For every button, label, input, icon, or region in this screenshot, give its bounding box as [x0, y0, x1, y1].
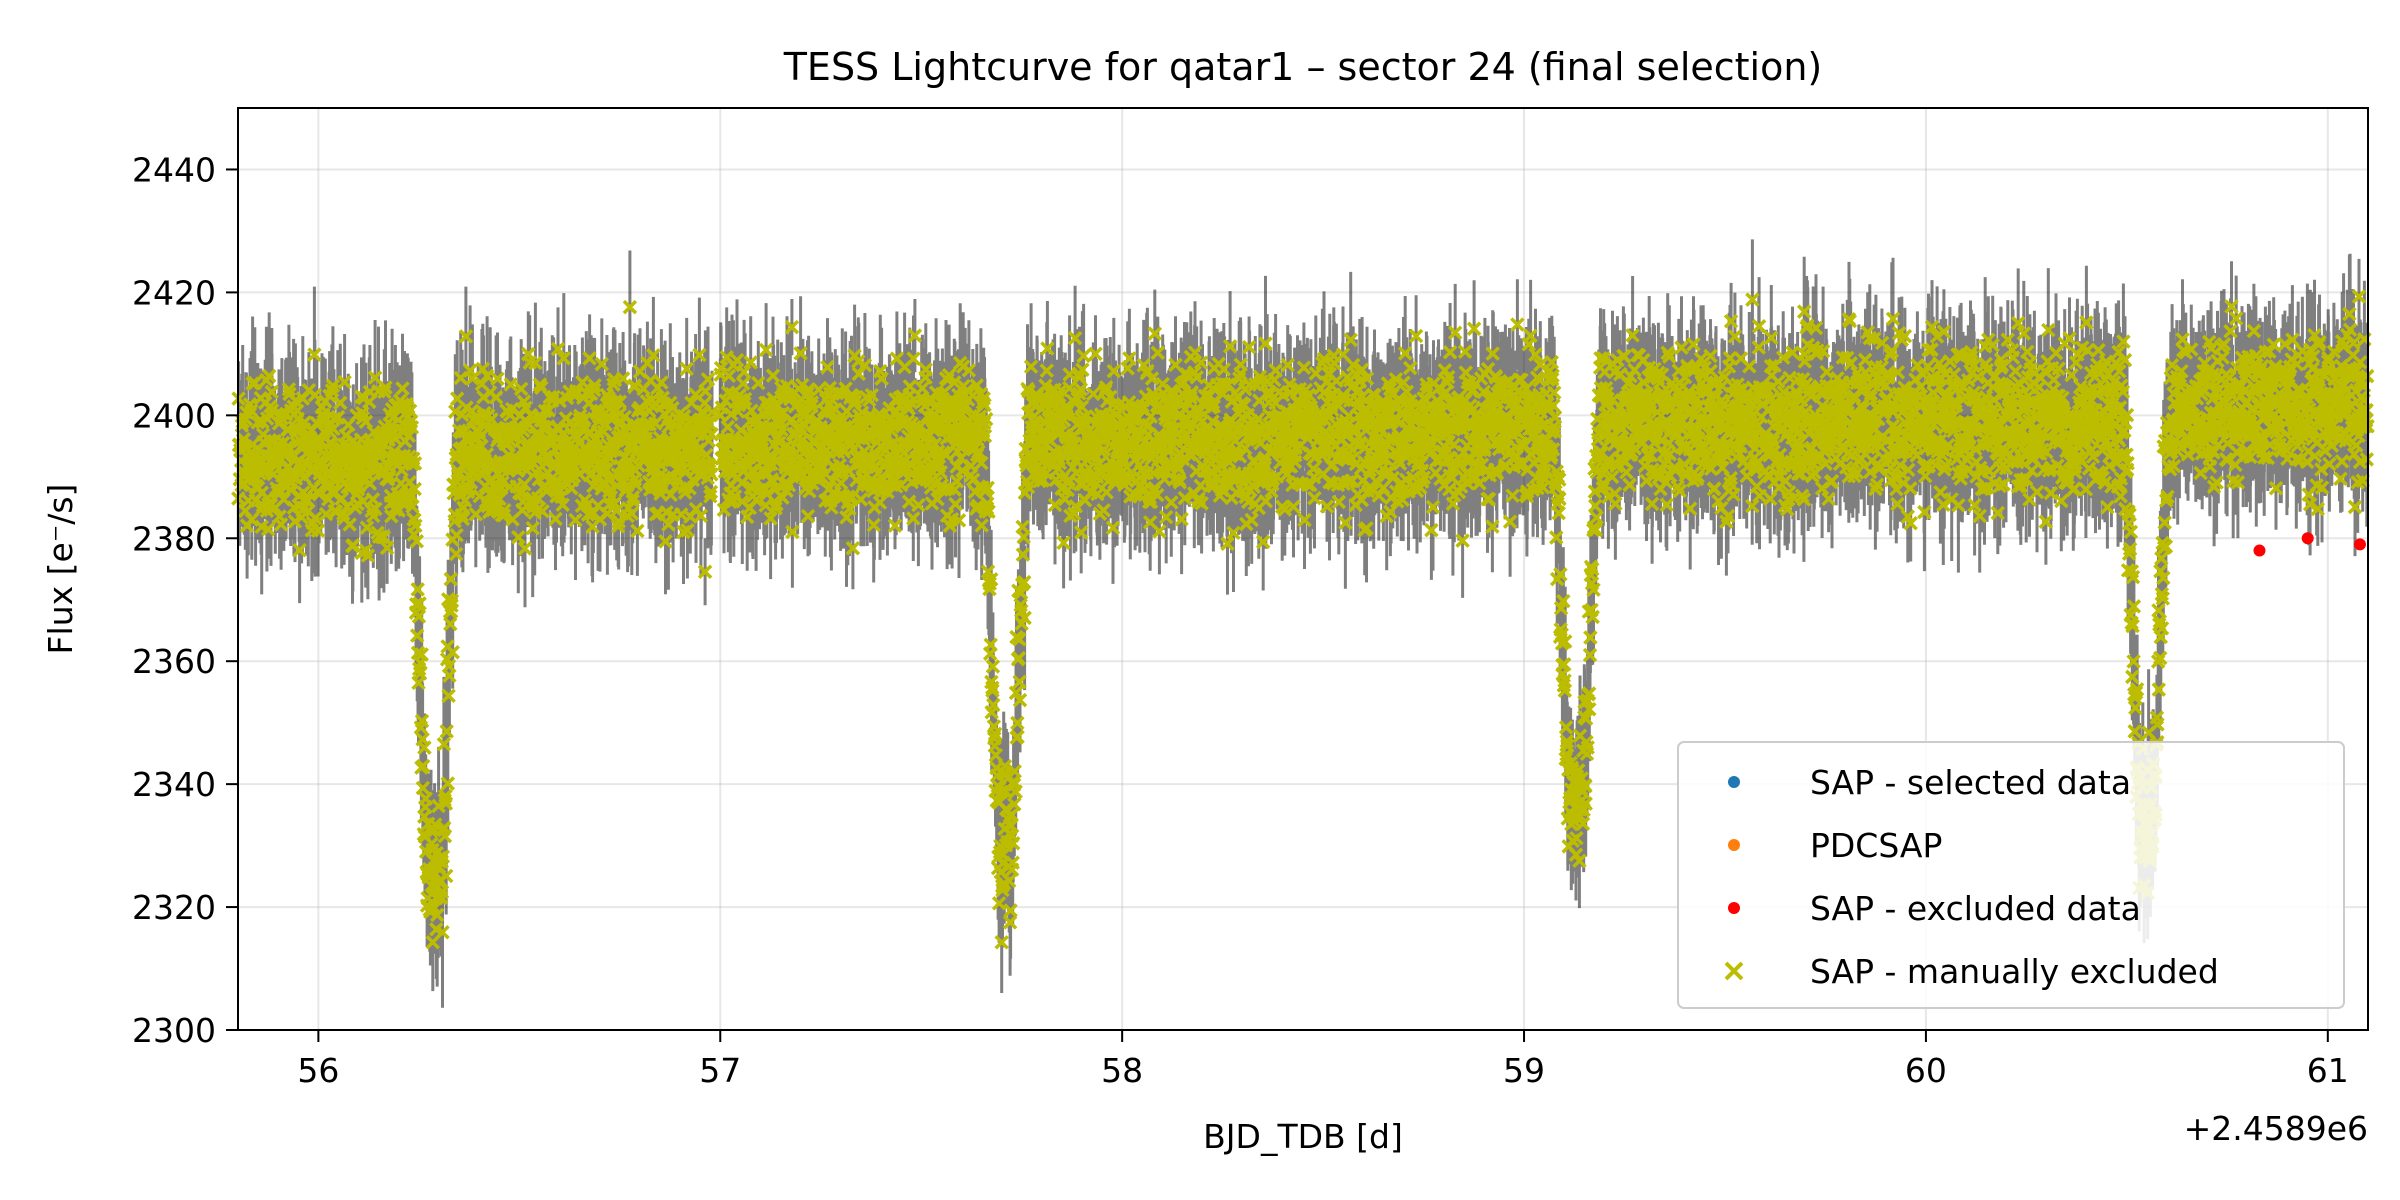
x-axis-offset-label: +2.4589e6 — [2184, 1109, 2368, 1148]
legend-label: SAP - selected data — [1810, 763, 2131, 802]
x-tick-label: 58 — [1101, 1051, 1143, 1090]
y-tick-label: 2380 — [132, 519, 216, 558]
y-axis-label: Flux [e⁻/s] — [41, 484, 80, 655]
y-tick-label: 2300 — [132, 1011, 216, 1050]
legend: SAP - selected data PDCSAP SAP - excluded … — [1677, 741, 2345, 1009]
excluded-point — [2253, 544, 2266, 557]
y-tick-label: 2360 — [132, 642, 216, 681]
legend-label: SAP - manually excluded — [1810, 952, 2219, 991]
excluded-point — [2353, 538, 2366, 551]
legend-marker-dot — [1728, 839, 1740, 851]
legend-marker-dot — [1728, 776, 1740, 788]
y-tick-label: 2340 — [132, 765, 216, 804]
legend-label: PDCSAP — [1810, 826, 1942, 865]
x-axis-label: BJD_TDB [d] — [1203, 1117, 1403, 1156]
x-tick-label: 56 — [297, 1051, 339, 1090]
legend-box — [1677, 741, 2345, 1009]
x-tick-label: 57 — [699, 1051, 741, 1090]
excluded-points — [2253, 532, 2366, 557]
excluded-point — [2301, 532, 2314, 545]
y-tick-label: 2320 — [132, 888, 216, 927]
plot-frame — [237, 107, 2369, 1031]
x-tick-label: 61 — [2307, 1051, 2349, 1090]
y-tick-label: 2400 — [132, 396, 216, 435]
chart-title: TESS Lightcurve for qatar1 – sector 24 (… — [783, 45, 1823, 89]
x-tick-label: 60 — [1905, 1051, 1947, 1090]
y-axis-ticks: 2300 2320 2340 2360 2380 2400 2420 2440 — [132, 150, 238, 1050]
legend-marker-x — [1724, 961, 1744, 981]
x-tick-label: 59 — [1503, 1051, 1545, 1090]
y-tick-label: 2440 — [132, 150, 216, 189]
y-tick-label: 2420 — [132, 273, 216, 312]
legend-marker-dot — [1728, 902, 1740, 914]
x-axis-ticks: 56 57 58 59 60 61 — [297, 1030, 2349, 1090]
legend-label: SAP - excluded data — [1810, 889, 2141, 928]
